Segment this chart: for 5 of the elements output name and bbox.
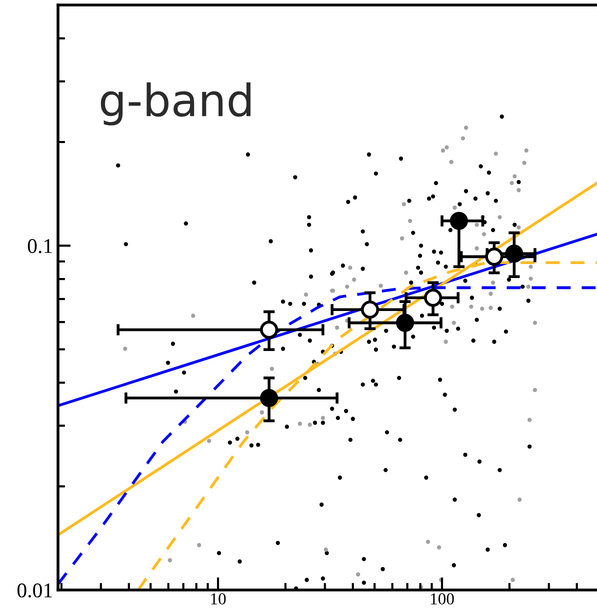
y-tick-label: 0.1	[28, 239, 52, 254]
x-tick-label: 100	[430, 593, 454, 605]
y-tick-label: 0.01	[17, 583, 52, 598]
text: g-band	[100, 82, 250, 126]
x-tick-label: 10	[211, 593, 226, 605]
